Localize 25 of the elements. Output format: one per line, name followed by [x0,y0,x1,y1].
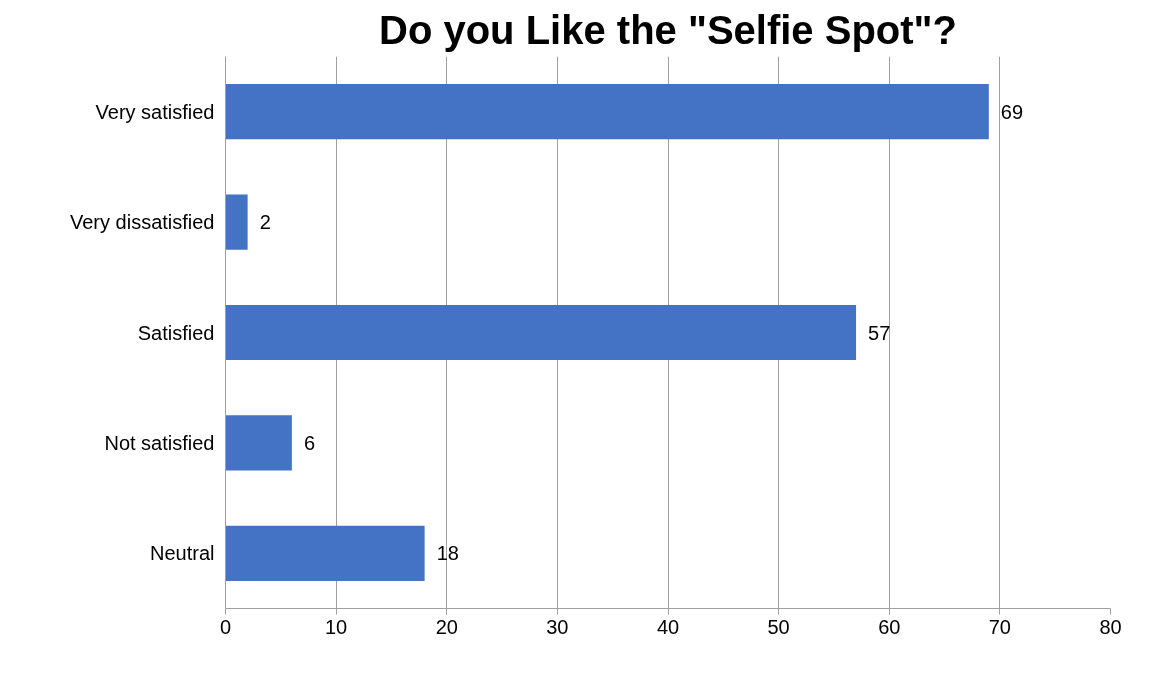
x-tick-label: 0 [219,615,232,638]
x-tick-label: 70 [988,615,1011,638]
bar [225,194,248,250]
bar [225,525,425,581]
data-label: 6 [303,431,315,454]
y-tick-label: Neutral [150,542,215,565]
y-tick-label: Very dissatisfied [69,211,215,234]
bar [225,84,989,140]
bar [225,415,292,471]
data-label: 57 [868,321,891,344]
data-label: 2 [259,211,271,234]
x-tick-label: 80 [1099,615,1122,638]
x-tick-label: 10 [325,615,348,638]
x-tick-label: 40 [656,615,680,638]
y-tick-label: Not satisfied [104,431,215,454]
y-tick-label: Very satisfied [95,100,215,123]
x-tick-label: 50 [767,615,790,638]
y-tick-label: Satisfied [137,321,215,344]
x-tick-label: 20 [435,615,458,638]
x-tick-label: 30 [546,615,569,638]
data-label: 18 [436,542,459,565]
x-tick-label: 60 [878,615,901,638]
data-label: 69 [1000,100,1024,123]
chart-title: Do you Like the "Selfie Spot"? [379,7,958,52]
bar [225,304,857,361]
